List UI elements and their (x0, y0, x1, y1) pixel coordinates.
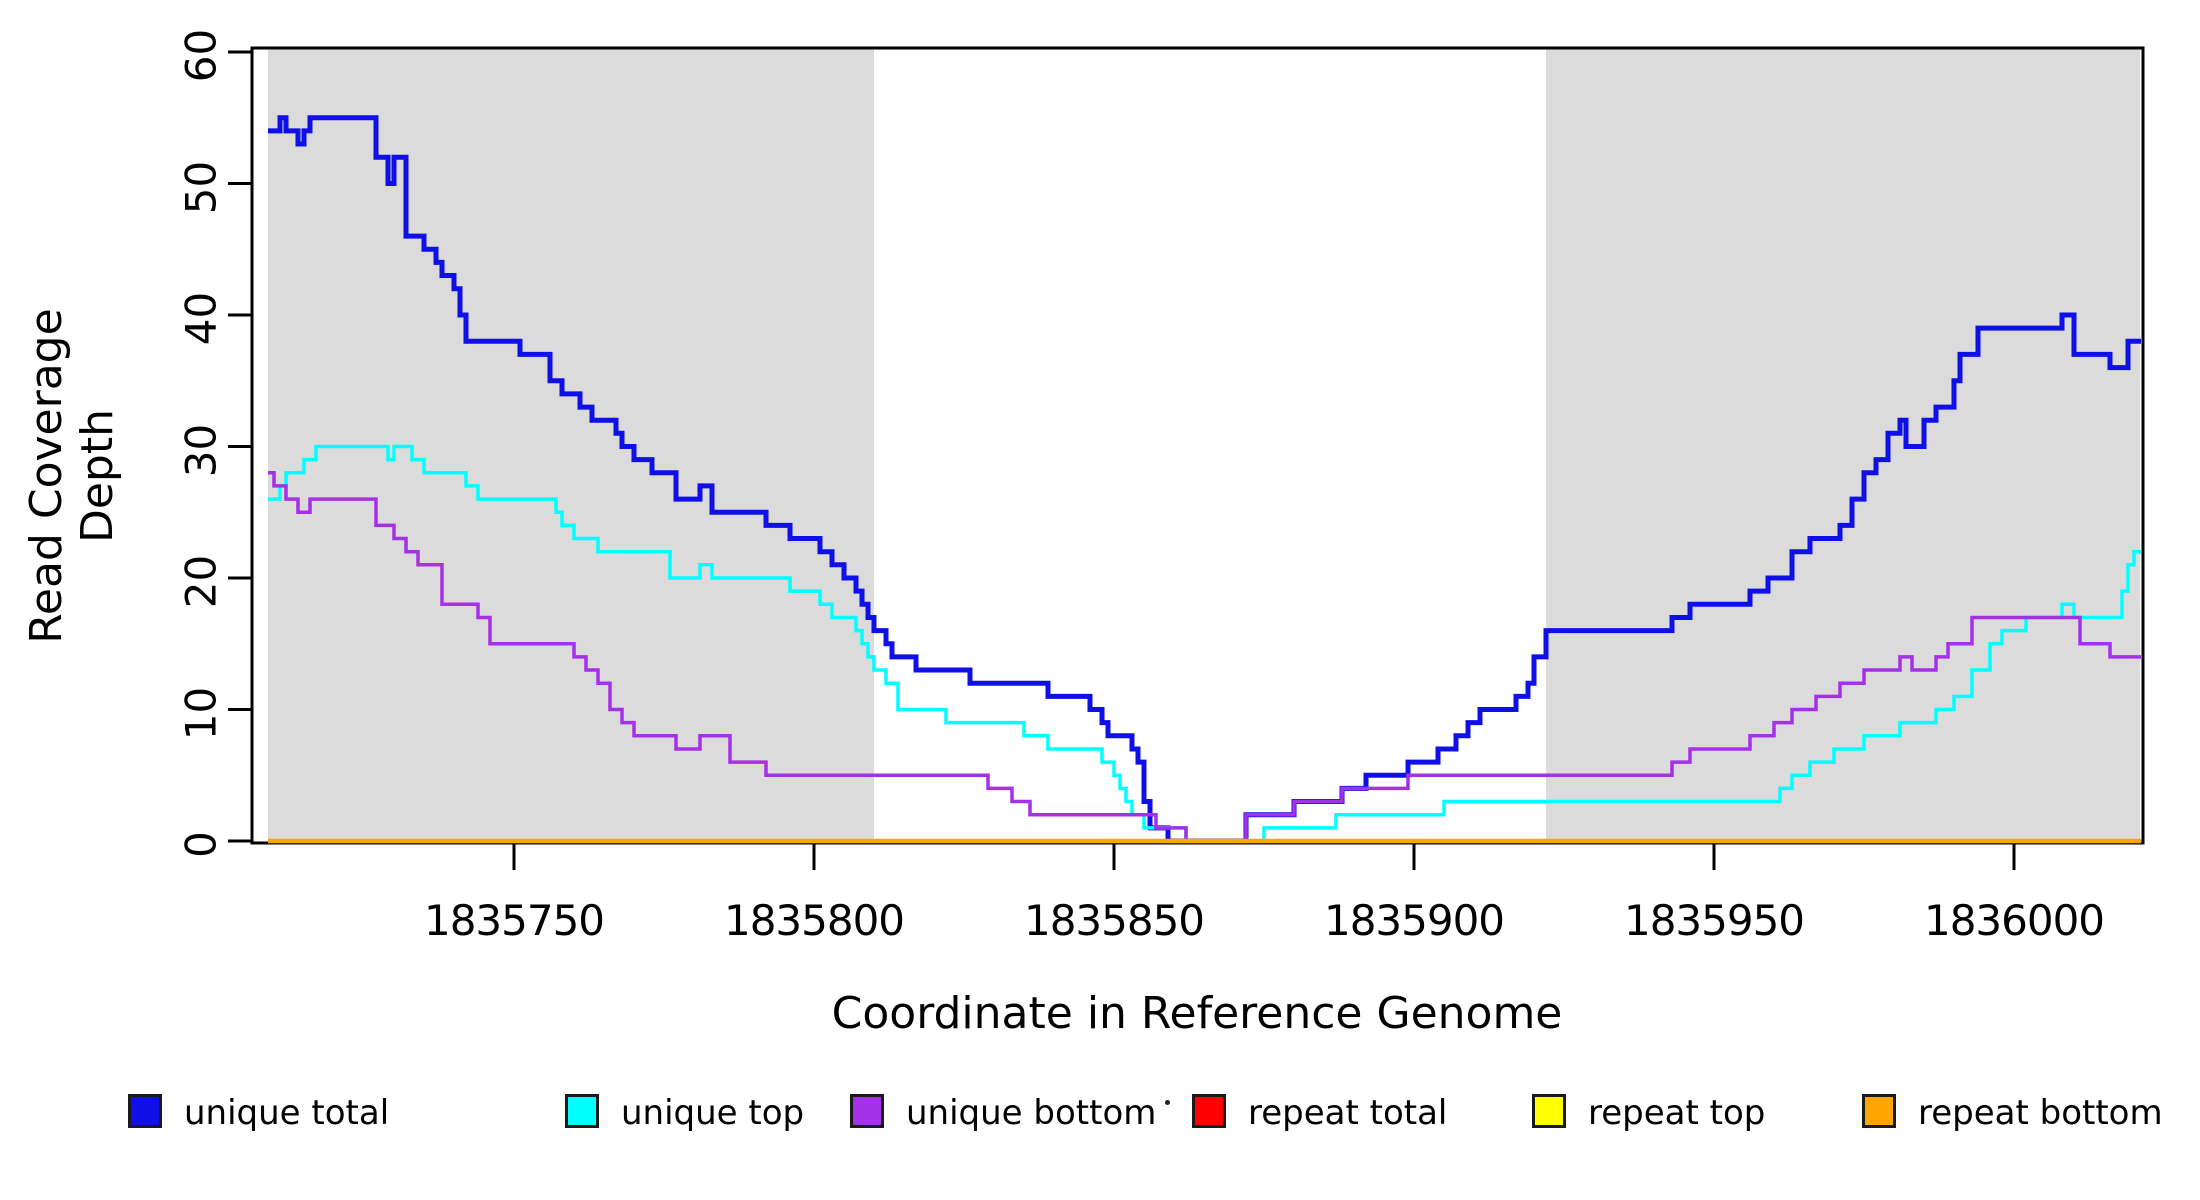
x-tick-label-1: 1835800 (723, 896, 905, 945)
x-tick-label-3: 1835900 (1323, 896, 1505, 945)
y-axis-title: Read Coverage Depth (21, 308, 123, 644)
legend-label-repeat-bottom: repeat bottom (1918, 1093, 2163, 1133)
x-axis-title: Coordinate in Reference Genome (831, 988, 1563, 1039)
stray-dot (1165, 1100, 1170, 1105)
legend-swatch-unique-total (128, 1094, 162, 1128)
legend-swatch-repeat-top (1532, 1094, 1566, 1128)
series-unique-total (268, 115, 2141, 844)
legend-swatch-unique-top (565, 1094, 599, 1128)
y-tick-label-5: 50 (176, 160, 226, 214)
legend-swatch-unique-bottom (850, 1094, 884, 1128)
y-tick-label-1: 10 (176, 686, 226, 740)
x-tick-label-0: 1835750 (423, 896, 605, 945)
legend-label-unique-total: unique total (184, 1093, 390, 1133)
x-tick-label-2: 1835850 (1023, 896, 1205, 945)
y-tick-label-0: 0 (176, 831, 226, 858)
series-unique-bottom (268, 471, 2141, 843)
legend-label-repeat-total: repeat total (1248, 1093, 1448, 1133)
data-series (268, 115, 2141, 844)
y-tick-label-3: 30 (176, 423, 226, 477)
shaded-region-1 (1546, 48, 2140, 843)
legend-label-unique-top: unique top (621, 1093, 805, 1133)
y-tick-label-2: 20 (176, 554, 226, 609)
legend-swatch-repeat-total (1192, 1094, 1226, 1128)
shaded-regions (268, 48, 2140, 843)
y-tick-label-6: 60 (176, 28, 226, 83)
legend-swatch-repeat-bottom (1862, 1094, 1896, 1128)
x-tick-label-5: 1836000 (1923, 896, 2105, 945)
series-unique-top (268, 444, 2141, 843)
axis-ticks (228, 50, 2016, 870)
y-tick-label-4: 40 (176, 291, 226, 346)
x-tick-label-4: 1835950 (1623, 896, 1805, 945)
legend-label-unique-bottom: unique bottom (906, 1093, 1157, 1133)
legend-label-repeat-top: repeat top (1588, 1093, 1766, 1133)
